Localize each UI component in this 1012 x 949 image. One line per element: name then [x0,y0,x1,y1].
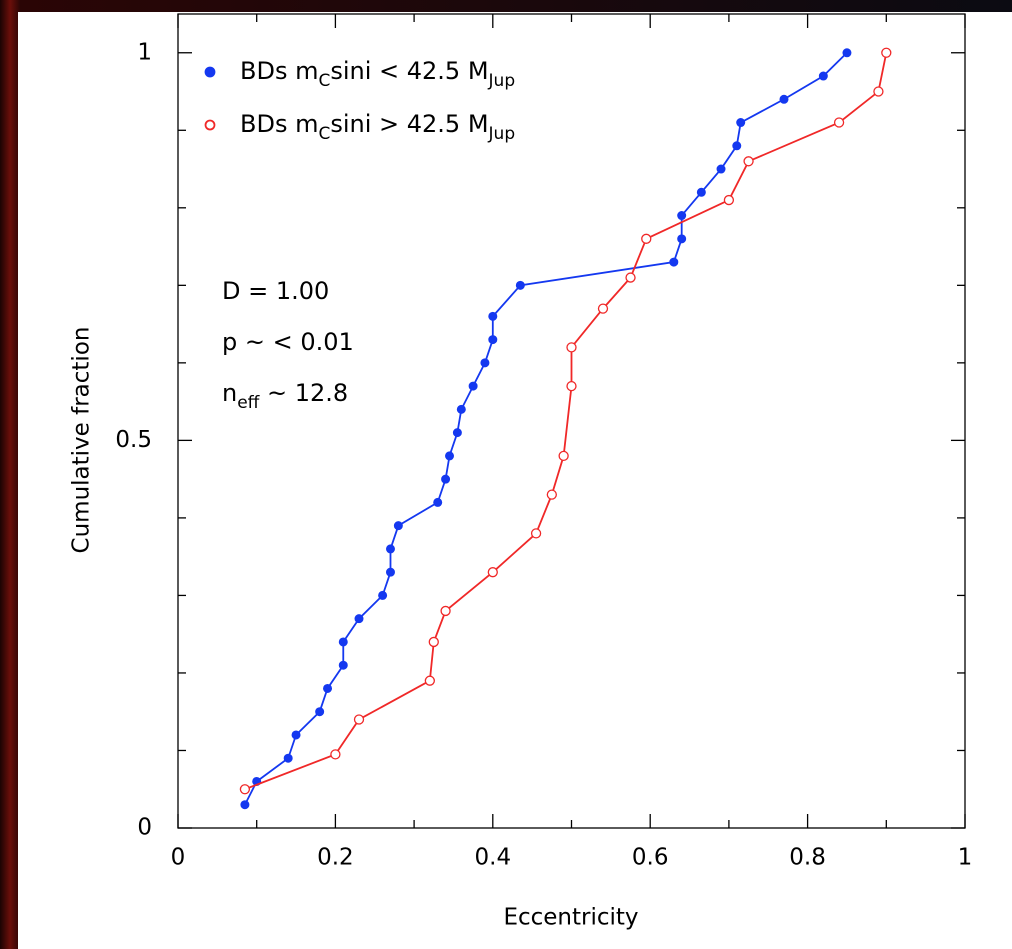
data-point [239,784,251,795]
data-point [385,567,395,577]
annotation: neff ~ 12.8 [222,379,348,413]
y-tick-label: 1 [137,39,152,65]
data-point [530,528,542,539]
data-point [315,707,325,717]
data-point [240,800,250,810]
data-point [716,164,726,174]
data-point [393,521,403,531]
data-point [354,614,364,624]
data-point [779,94,789,104]
x-tick-label: 0.8 [789,845,826,871]
data-point [641,233,652,244]
x-tick-label: 0.6 [632,845,669,871]
panel [18,12,1012,949]
data-point [488,335,498,345]
data-point [487,567,498,578]
legend-marker [204,119,216,131]
legend-label-part: sini < 42.5 M [330,57,488,85]
y-axis-label: Cumulative fraction [69,327,95,554]
data-point [428,636,439,648]
legend-label-part: BDs m [240,110,318,138]
data-point [625,272,636,283]
data-point [480,358,490,368]
data-point [283,753,293,763]
data-point [378,590,388,600]
x-tick-label: 0 [171,845,186,871]
annotation-part: n [222,379,237,407]
data-point [597,303,609,314]
data-point [743,156,754,167]
data-point [881,47,892,58]
annotation: p ~ < 0.01 [222,328,354,356]
x-tick-label: 0.2 [317,845,354,871]
data-point [385,544,395,554]
legend-label-part: Jup [488,124,516,144]
data-point [566,380,577,392]
x-axis-label: Eccentricity [503,905,638,931]
data-point [558,450,569,462]
data-point [291,730,301,740]
data-point [873,86,884,97]
data-point [452,428,462,438]
data-point [546,489,557,500]
data-point [515,280,525,290]
legend-label: BDs mCsini < 42.5 MJup [240,57,515,91]
annotation-part: eff [237,393,260,413]
data-point [338,660,348,670]
data-point [441,474,451,484]
y-tick-label: 0 [137,815,152,841]
data-point [456,404,466,414]
x-tick-label: 0.4 [475,845,512,871]
data-point [440,605,451,617]
annotation: D = 1.00 [222,277,329,305]
data-point [842,48,852,58]
data-point [736,118,746,128]
data-point [338,637,348,647]
annotation-part: p ~ < 0.01 [222,328,354,356]
legend-label-part: C [318,71,330,91]
data-point [696,187,706,197]
data-point [445,451,455,461]
data-point [669,257,679,267]
data-point [566,342,577,353]
data-point [833,117,845,128]
data-point [323,683,333,693]
data-point [353,714,365,725]
data-point [433,497,443,507]
legend-marker [204,66,216,78]
legend-label-part: sini > 42.5 M [330,110,488,138]
legend-label-part: Jup [488,71,516,91]
series-line [244,52,888,791]
data-point [468,381,478,391]
legend-label-part: C [318,124,330,144]
legend-label-part: BDs m [240,57,318,85]
data-point [677,234,687,244]
data-point [732,141,742,151]
annotation-part: D = 1.00 [222,277,329,305]
legend-label: BDs mCsini > 42.5 MJup [240,110,515,144]
data-point [424,675,435,686]
x-tick-label: 1 [958,845,973,871]
y-tick-label: 0.5 [115,427,152,453]
annotation-part: ~ 12.8 [259,379,348,407]
data-point [488,311,498,321]
data-point [818,71,828,81]
data-point [330,749,341,760]
series-line [244,52,848,806]
data-point [677,211,687,221]
data-point [723,194,735,206]
